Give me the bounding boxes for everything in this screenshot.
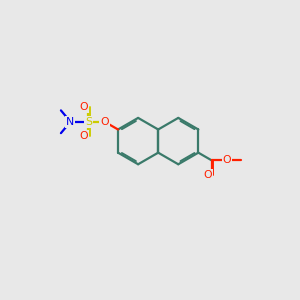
- Text: O: O: [80, 103, 88, 112]
- Text: N: N: [66, 117, 75, 127]
- Text: O: O: [223, 155, 232, 165]
- Text: O: O: [100, 117, 109, 127]
- Text: S: S: [85, 117, 92, 127]
- Text: O: O: [80, 131, 88, 141]
- Text: O: O: [203, 170, 212, 180]
